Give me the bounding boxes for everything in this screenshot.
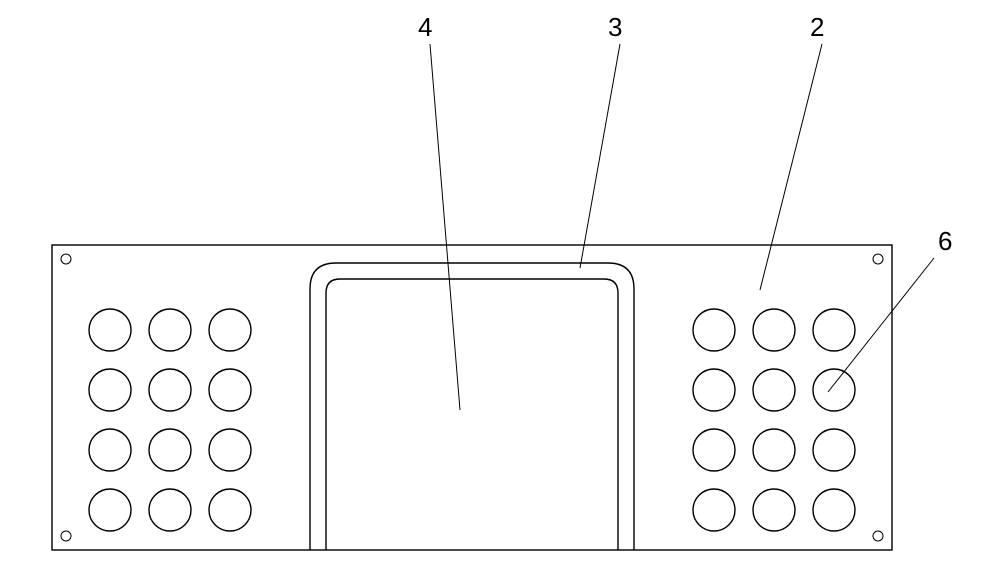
hole-left-r3-c0 (89, 489, 131, 531)
callout-line-6 (828, 258, 934, 392)
hole-right-r1-c0 (693, 369, 735, 411)
callout-label-6: 6 (938, 226, 952, 256)
callout-label-2: 2 (810, 12, 824, 42)
hole-left-r2-c1 (149, 429, 191, 471)
hole-right-r0-c2 (813, 309, 855, 351)
hole-left-r2-c2 (209, 429, 251, 471)
hole-left-r1-c1 (149, 369, 191, 411)
corner-hole-1 (873, 254, 883, 264)
callout-line-4 (430, 44, 460, 410)
corner-hole-2 (61, 531, 71, 541)
arch-inner (326, 279, 618, 550)
hole-left-r1-c0 (89, 369, 131, 411)
callout-label-4: 4 (418, 12, 432, 42)
hole-left-r0-c2 (209, 309, 251, 351)
panel-outline (52, 245, 892, 550)
hole-right-r2-c2 (813, 429, 855, 471)
hole-right-r1-c1 (753, 369, 795, 411)
callout-line-3 (580, 44, 620, 268)
corner-hole-0 (61, 254, 71, 264)
hole-left-r1-c2 (209, 369, 251, 411)
hole-left-r3-c1 (149, 489, 191, 531)
arch-outer (310, 263, 634, 550)
callout-line-2 (760, 44, 822, 290)
hole-right-r1-c2 (813, 369, 855, 411)
hole-left-r3-c2 (209, 489, 251, 531)
hole-right-r2-c1 (753, 429, 795, 471)
corner-hole-3 (873, 531, 883, 541)
hole-left-r2-c0 (89, 429, 131, 471)
callout-label-3: 3 (608, 12, 622, 42)
hole-right-r0-c0 (693, 309, 735, 351)
hole-right-r3-c0 (693, 489, 735, 531)
hole-left-r0-c0 (89, 309, 131, 351)
hole-left-r0-c1 (149, 309, 191, 351)
hole-right-r0-c1 (753, 309, 795, 351)
hole-right-r3-c2 (813, 489, 855, 531)
hole-right-r3-c1 (753, 489, 795, 531)
hole-right-r2-c0 (693, 429, 735, 471)
